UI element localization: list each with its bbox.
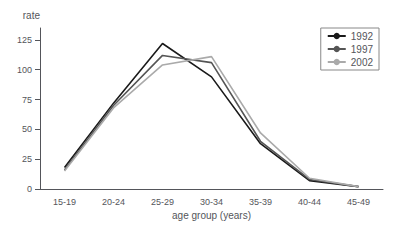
svg-text:100: 100	[17, 65, 32, 75]
svg-text:30-34: 30-34	[200, 197, 223, 207]
svg-text:rate: rate	[23, 10, 41, 21]
svg-text:1997: 1997	[351, 44, 374, 55]
svg-text:age group (years): age group (years)	[172, 210, 251, 221]
svg-text:2002: 2002	[351, 57, 374, 68]
svg-text:25-29: 25-29	[151, 197, 174, 207]
svg-text:125: 125	[17, 35, 32, 45]
svg-text:75: 75	[22, 95, 32, 105]
svg-text:40-44: 40-44	[298, 197, 321, 207]
svg-text:15-19: 15-19	[53, 197, 76, 207]
svg-text:50: 50	[22, 124, 32, 134]
svg-text:20-24: 20-24	[102, 197, 125, 207]
svg-text:35-39: 35-39	[249, 197, 272, 207]
svg-text:45-49: 45-49	[347, 197, 370, 207]
svg-text:0: 0	[27, 184, 32, 194]
svg-text:1992: 1992	[351, 31, 374, 42]
svg-text:25: 25	[22, 154, 32, 164]
